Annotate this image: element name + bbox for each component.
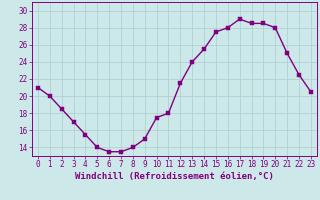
X-axis label: Windchill (Refroidissement éolien,°C): Windchill (Refroidissement éolien,°C) [75, 172, 274, 181]
